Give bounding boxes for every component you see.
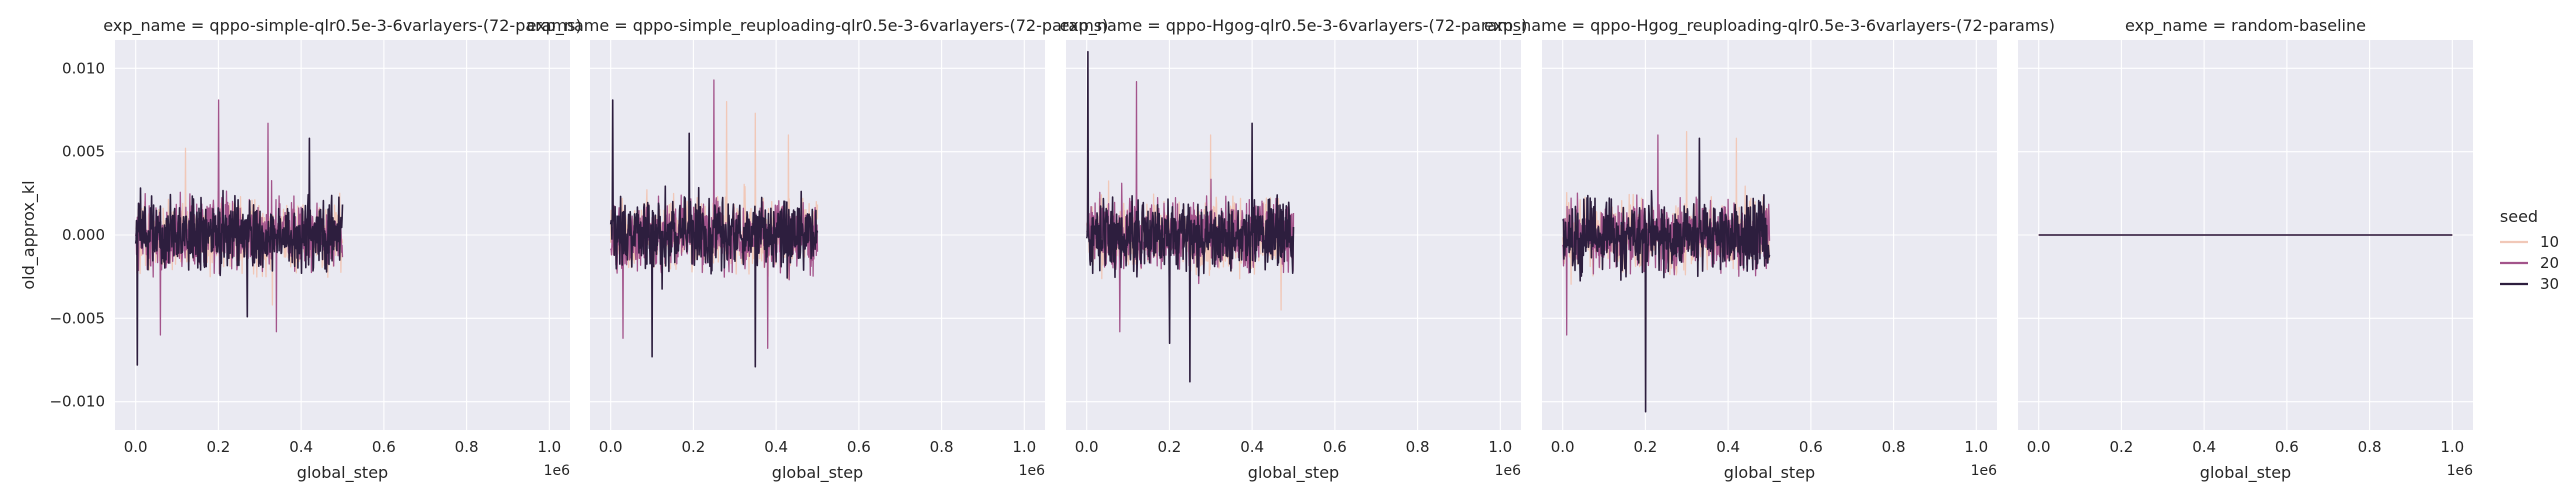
x-tick-label: 1.0: [1488, 438, 1512, 456]
facet-title: exp_name = qppo-simple-qlr0.5e-3-6varlay…: [103, 16, 581, 36]
series-line-seed-30: [1085, 50, 1295, 383]
facet-title: exp_name = random-baseline: [2125, 16, 2366, 36]
x-tick-label: 0.2: [1633, 438, 1657, 456]
series-line-seed-30: [134, 137, 344, 366]
x-tick-label: 1.0: [1964, 438, 1988, 456]
x-tick-label: 1.0: [1012, 438, 1036, 456]
series-line-seed-30: [609, 99, 819, 368]
facet-title: exp_name = qppo-Hgog_reuploading-qlr0.5e…: [1484, 16, 2055, 36]
facet-panel-1: 0.0 0.2 0.4 0.6 0.8 1.0 −0.010 −0.005 0.000 0.005…: [19, 16, 582, 483]
x-axis-label: global_step: [772, 463, 863, 483]
x-tick-label: 0.6: [2275, 438, 2299, 456]
facet-panel-4: 0.0 0.2 0.4 0.6 0.8 1.0 exp_name = qppo-Hgog_r…: [1484, 16, 2055, 483]
facet-panel-5: 0.0 0.2 0.4 0.6 0.8 1.0 exp_name = random-base…: [2018, 16, 2473, 483]
y-axis-label: old_approx_kl: [19, 180, 39, 289]
x-axis-label: global_step: [1724, 463, 1815, 483]
facet-title: exp_name = qppo-Hgog-qlr0.5e-3-6varlayer…: [1060, 16, 1528, 36]
x-tick-label: 0.0: [599, 438, 623, 456]
x-tick-label: 0.6: [372, 438, 396, 456]
x-offset-label: 1e6: [1971, 463, 1998, 479]
x-tick-label: 0.2: [206, 438, 230, 456]
x-offset-label: 1e6: [2447, 463, 2474, 479]
x-tick-label: 0.4: [764, 438, 788, 456]
x-tick-label: 0.2: [1157, 438, 1181, 456]
y-tick-label: 0.005: [62, 143, 105, 161]
x-tick-label: 0.0: [124, 438, 148, 456]
legend-title: seed: [2500, 207, 2538, 226]
x-tick-label: 0.4: [1240, 438, 1264, 456]
x-tick-label: 1.0: [2440, 438, 2464, 456]
x-offset-label: 1e6: [1495, 463, 1522, 479]
x-tick-label: 0.8: [455, 438, 479, 456]
facet-title: exp_name = qppo-simple_reuploading-qlr0.…: [527, 16, 1109, 36]
x-axis-label: global_step: [1248, 463, 1339, 483]
series-line-seed-30: [1562, 137, 1771, 413]
x-axis-label: global_step: [297, 463, 388, 483]
x-tick-label: 0.4: [289, 438, 313, 456]
y-tick-label: −0.005: [49, 309, 105, 327]
x-tick-label: 0.8: [930, 438, 954, 456]
x-tick-label: 0.0: [2027, 438, 2051, 456]
x-tick-label: 0.8: [1406, 438, 1430, 456]
legend-label-seed-10: 10: [2540, 233, 2559, 251]
x-tick-label: 1.0: [537, 438, 561, 456]
legend-label-seed-20: 20: [2540, 254, 2559, 272]
facet-panel-3: 0.0 0.2 0.4 0.6 0.8 1.0 exp_name = qppo-Hgog-q…: [1060, 16, 1528, 483]
x-tick-label: 0.6: [847, 438, 871, 456]
x-tick-label: 0.0: [1551, 438, 1575, 456]
x-axis-label: global_step: [2200, 463, 2291, 483]
x-tick-label: 0.6: [1799, 438, 1823, 456]
x-tick-label: 0.4: [1716, 438, 1740, 456]
x-tick-label: 0.0: [1075, 438, 1099, 456]
x-offset-label: 1e6: [544, 463, 571, 479]
x-tick-label: 0.8: [1882, 438, 1906, 456]
x-tick-label: 0.6: [1323, 438, 1347, 456]
y-tick-label: 0.000: [62, 226, 105, 244]
x-tick-label: 0.4: [2192, 438, 2216, 456]
legend-label-seed-30: 30: [2540, 275, 2559, 293]
y-tick-label: 0.010: [62, 59, 105, 77]
x-tick-label: 0.2: [681, 438, 705, 456]
y-tick-label: −0.010: [49, 393, 105, 411]
x-offset-label: 1e6: [1019, 463, 1046, 479]
x-tick-label: 0.2: [2109, 438, 2133, 456]
facet-panel-2: 0.0 0.2 0.4 0.6 0.8 1.0 exp_name = qppo-simple…: [527, 16, 1109, 483]
x-tick-label: 0.8: [2358, 438, 2382, 456]
